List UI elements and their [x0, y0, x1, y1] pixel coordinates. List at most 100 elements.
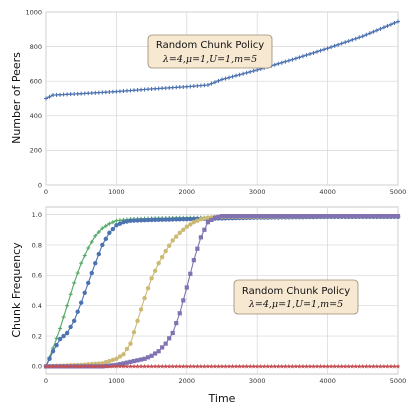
- data-point: [82, 363, 88, 369]
- data-point: [297, 214, 302, 219]
- data-point: [191, 219, 197, 225]
- data-point: [191, 258, 196, 263]
- data-point: [96, 90, 101, 95]
- annotation-box: Random Chunk Policy λ=4,μ=1,U=1,m=5: [233, 279, 359, 315]
- data-point: [113, 363, 119, 369]
- y-tick-label: 400: [30, 112, 42, 120]
- data-point: [61, 92, 66, 97]
- y-tick-label: 0: [38, 181, 42, 189]
- data-point: [163, 86, 168, 91]
- data-point: [381, 214, 387, 219]
- data-point: [167, 243, 172, 248]
- data-point: [121, 219, 126, 225]
- data-point: [58, 326, 63, 331]
- data-point: [163, 341, 168, 346]
- data-point: [86, 280, 91, 286]
- data-point: [145, 217, 151, 223]
- x-tick-label: 1000: [108, 188, 125, 196]
- x-tick-label: 4000: [319, 188, 336, 196]
- data-point: [275, 363, 281, 369]
- data-point: [272, 62, 277, 67]
- data-point: [110, 89, 115, 94]
- data-point: [286, 214, 291, 219]
- data-point: [79, 300, 84, 305]
- data-point: [195, 218, 200, 223]
- data-point: [128, 363, 133, 369]
- annotation-title: Random Chunk Policy: [242, 286, 350, 297]
- data-point: [191, 363, 197, 369]
- data-point: [237, 72, 242, 77]
- data-point: [332, 214, 337, 219]
- data-point: [188, 216, 193, 222]
- data-point: [342, 363, 348, 369]
- data-point: [142, 295, 147, 301]
- data-point: [392, 363, 397, 369]
- data-point: [131, 358, 137, 364]
- y-axis-label: Chunk Frequency: [10, 242, 23, 338]
- data-point: [325, 214, 330, 219]
- data-point: [181, 227, 186, 232]
- data-point: [265, 214, 270, 219]
- data-point: [149, 217, 154, 223]
- y-tick-label: 1.0: [32, 211, 42, 219]
- data-point: [378, 26, 383, 31]
- data-point: [219, 214, 225, 219]
- data-point: [378, 214, 383, 219]
- tick-labels: 0 1000 2000 3000 4000 5000 0.0 0.2 0.4 0.6 0.8 1.0: [32, 211, 407, 385]
- data-point: [142, 87, 147, 92]
- data-point: [114, 223, 119, 228]
- data-point: [110, 226, 116, 232]
- annotation-box: Random Chunk Policy λ=4,μ=1,U=1,m=5: [147, 34, 273, 69]
- data-point: [64, 330, 70, 336]
- data-point: [311, 50, 316, 55]
- data-point: [58, 92, 63, 97]
- data-point: [117, 354, 123, 359]
- data-point: [251, 363, 257, 369]
- data-point: [286, 363, 292, 369]
- data-point: [114, 356, 119, 362]
- x-tick-label: 5000: [390, 188, 407, 196]
- data-point: [82, 290, 87, 295]
- data-point: [283, 214, 288, 219]
- data-point: [107, 358, 112, 364]
- data-point: [167, 217, 172, 222]
- data-point: [289, 363, 295, 369]
- data-point: [184, 285, 189, 290]
- data-point: [89, 91, 94, 96]
- data-point: [142, 363, 148, 369]
- y-tick-label: 600: [30, 78, 42, 86]
- data-point: [64, 363, 70, 369]
- data-point: [177, 85, 182, 90]
- data-point: [328, 363, 334, 369]
- data-point: [47, 356, 52, 362]
- data-point: [205, 215, 211, 220]
- data-point: [117, 221, 123, 226]
- data-point: [82, 91, 87, 96]
- data-point: [159, 254, 165, 260]
- data-point: [329, 214, 334, 219]
- data-point: [335, 363, 341, 369]
- data-point: [152, 363, 158, 369]
- data-point: [96, 363, 102, 369]
- data-point: [61, 363, 67, 369]
- data-point: [322, 47, 327, 52]
- data-point: [346, 39, 351, 44]
- data-point: [255, 67, 260, 72]
- data-point: [128, 359, 133, 364]
- data-point: [198, 83, 203, 88]
- data-point: [159, 217, 165, 222]
- data-point: [209, 81, 214, 86]
- data-point: [219, 363, 225, 369]
- data-point: [234, 73, 239, 78]
- data-point: [174, 321, 179, 326]
- data-point: [71, 363, 77, 369]
- data-point: [68, 363, 74, 369]
- annotation-params: λ=4,μ=1,U=1,m=5: [162, 54, 257, 65]
- data-point: [254, 363, 260, 369]
- x-tick-label: 2000: [179, 188, 196, 196]
- data-point: [220, 77, 224, 82]
- data-point: [296, 363, 302, 369]
- data-point: [371, 214, 376, 219]
- data-point: [392, 214, 397, 219]
- data-point: [146, 87, 151, 92]
